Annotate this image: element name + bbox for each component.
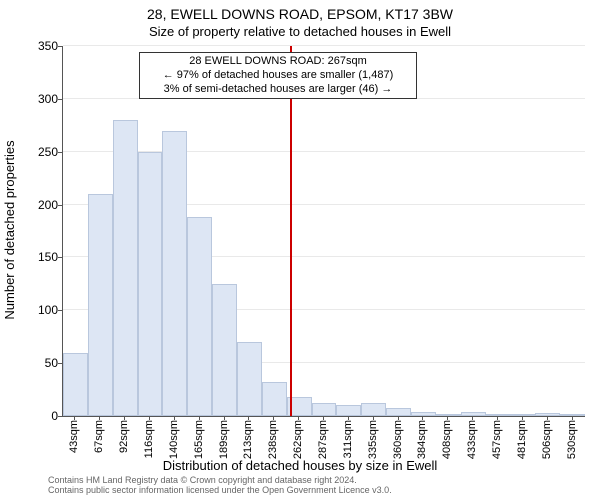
- x-tick-label: 506sqm: [541, 420, 553, 459]
- histogram-bar: [138, 152, 163, 416]
- histogram-bar: [187, 217, 212, 416]
- x-tick-label: 311sqm: [342, 420, 354, 458]
- x-tick-label: 43sqm: [68, 420, 80, 453]
- histogram-bar: [386, 408, 411, 416]
- x-tick-label: 140sqm: [168, 420, 180, 459]
- footer-text: Contains HM Land Registry data © Crown c…: [48, 476, 392, 496]
- x-tick-label: 408sqm: [441, 420, 453, 459]
- histogram-bar: [212, 284, 237, 416]
- x-tick-label: 189sqm: [218, 420, 230, 459]
- chart-title-line2: Size of property relative to detached ho…: [0, 24, 600, 39]
- y-tick-label: 300: [24, 93, 58, 105]
- x-tick-label: 67sqm: [93, 420, 105, 453]
- y-tick-label: 200: [24, 199, 58, 211]
- chart-container: 28, EWELL DOWNS ROAD, EPSOM, KT17 3BW Si…: [0, 0, 600, 500]
- annotation-line2: ← 97% of detached houses are smaller (1,…: [146, 69, 410, 83]
- histogram-bar: [63, 353, 88, 416]
- x-tick-label: 457sqm: [491, 420, 503, 459]
- histogram-bar: [361, 403, 386, 416]
- histogram-bar: [535, 413, 560, 416]
- x-tick-label: 433sqm: [466, 420, 478, 459]
- annotation-line1: 28 EWELL DOWNS ROAD: 267sqm: [146, 55, 410, 69]
- y-tick-label: 350: [24, 40, 58, 52]
- y-tick-label: 100: [24, 304, 58, 316]
- histogram-bar: [113, 120, 138, 416]
- x-tick-label: 92sqm: [118, 420, 130, 453]
- x-tick-label: 384sqm: [416, 420, 428, 459]
- x-tick-label: 481sqm: [516, 420, 528, 459]
- y-tick-label: 50: [24, 357, 58, 369]
- footer-line2: Contains public sector information licen…: [48, 486, 392, 496]
- x-tick-label: 213sqm: [242, 420, 254, 459]
- histogram-bar: [560, 414, 585, 416]
- reference-line: [290, 46, 292, 416]
- gridline: [63, 45, 585, 46]
- plot-area: 28 EWELL DOWNS ROAD: 267sqm ← 97% of det…: [62, 46, 585, 417]
- annotation-box: 28 EWELL DOWNS ROAD: 267sqm ← 97% of det…: [139, 52, 417, 99]
- histogram-bar: [411, 412, 436, 416]
- histogram-bar: [162, 131, 187, 416]
- y-axis-label: Number of detached properties: [2, 140, 17, 319]
- histogram-bar: [510, 414, 535, 416]
- x-tick-label: 238sqm: [267, 420, 279, 459]
- chart-title-line1: 28, EWELL DOWNS ROAD, EPSOM, KT17 3BW: [0, 6, 600, 22]
- histogram-bar: [237, 342, 262, 416]
- x-tick-label: 335sqm: [367, 420, 379, 459]
- x-tick-label: 165sqm: [193, 420, 205, 459]
- x-tick-label: 116sqm: [143, 420, 155, 458]
- x-tick-label: 262sqm: [292, 420, 304, 459]
- histogram-bar: [336, 405, 361, 416]
- histogram-bar: [262, 382, 287, 416]
- x-tick-label: 287sqm: [317, 420, 329, 459]
- annotation-line3: 3% of semi-detached houses are larger (4…: [146, 83, 410, 97]
- histogram-bar: [312, 403, 337, 416]
- y-tick-label: 250: [24, 146, 58, 158]
- x-tick-label: 360sqm: [392, 420, 404, 459]
- x-axis-label: Distribution of detached houses by size …: [0, 458, 600, 473]
- histogram-bar: [88, 194, 113, 416]
- x-tick-label: 530sqm: [566, 420, 578, 459]
- y-tick-label: 150: [24, 251, 58, 263]
- y-tick-label: 0: [24, 410, 58, 422]
